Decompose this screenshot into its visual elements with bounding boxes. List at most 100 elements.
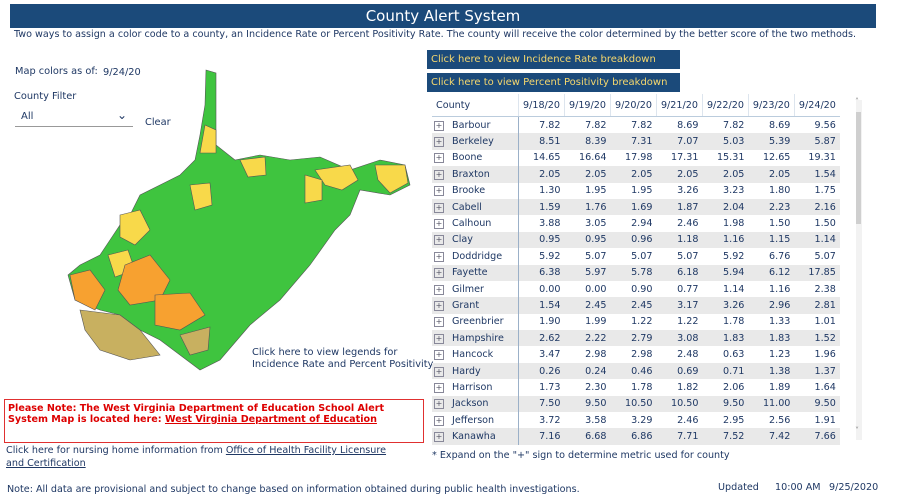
- expand-plus-icon[interactable]: +: [434, 186, 444, 197]
- value-cell: 2.79: [610, 330, 657, 347]
- county-cell: + Clay: [432, 231, 519, 249]
- expand-plus-icon[interactable]: +: [434, 219, 444, 230]
- column-header-county[interactable]: County: [432, 94, 519, 117]
- table-row: + Harrison 1.73 2.30 1.78 1.82 2.06 1.89 1.64: [432, 379, 840, 396]
- chevron-down-icon: ⌄: [116, 108, 127, 122]
- value-cell: 7.66: [794, 428, 840, 445]
- expand-plus-icon[interactable]: +: [434, 235, 444, 246]
- value-cell: 1.37: [794, 362, 840, 380]
- value-cell: 19.31: [808, 152, 836, 164]
- value-cell: 6.68: [564, 428, 611, 445]
- column-header-date[interactable]: 9/24/20: [793, 94, 840, 117]
- value-cell: 1.80: [769, 185, 791, 197]
- expand-plus-icon[interactable]: +: [434, 415, 444, 426]
- value-cell: 1.18: [656, 231, 703, 249]
- column-header-date[interactable]: 9/21/20: [655, 94, 703, 117]
- value-cell: 1.33: [769, 316, 791, 328]
- value-cell: 7.07: [656, 133, 703, 150]
- value-cell: 1.54: [794, 166, 840, 183]
- column-header-date[interactable]: 9/20/20: [609, 94, 657, 117]
- county-name: Calhoun: [452, 218, 492, 230]
- value-cell: 1.98: [723, 218, 745, 230]
- value-cell: 3.05: [585, 218, 607, 230]
- value-cell: 0.26: [518, 362, 565, 380]
- value-cell: 0.95: [564, 231, 611, 249]
- expand-plus-icon[interactable]: +: [434, 350, 444, 361]
- clear-button[interactable]: Clear: [145, 117, 171, 128]
- expand-plus-icon[interactable]: +: [434, 268, 444, 279]
- column-header-date[interactable]: 9/22/20: [701, 94, 749, 117]
- scroll-down-icon[interactable]: ˅: [855, 426, 859, 435]
- expand-plus-icon[interactable]: +: [434, 317, 444, 328]
- expand-plus-icon[interactable]: +: [434, 251, 444, 262]
- expand-plus-icon[interactable]: +: [434, 137, 444, 148]
- table-scrollbar[interactable]: [856, 100, 862, 440]
- county-map[interactable]: [60, 65, 420, 375]
- scroll-up-icon[interactable]: ˄: [855, 97, 859, 106]
- expand-plus-icon[interactable]: +: [434, 153, 444, 164]
- value-cell: 11.00: [748, 395, 795, 413]
- value-cell: 9.50: [702, 395, 749, 413]
- expand-plus-icon[interactable]: +: [434, 284, 444, 295]
- value-cell: 0.90: [631, 283, 653, 295]
- updated-time: 10:00 AM: [775, 482, 821, 493]
- county-name: Hardy: [452, 365, 481, 377]
- map-region-yellow: [189, 182, 213, 211]
- expand-plus-icon[interactable]: +: [434, 300, 444, 311]
- county-name: Hampshire: [452, 332, 504, 344]
- value-cell: 7.82: [631, 119, 653, 131]
- value-cell: 2.38: [814, 283, 836, 295]
- map-region-orange: [154, 292, 206, 331]
- expand-plus-icon[interactable]: +: [434, 399, 444, 410]
- value-cell: 0.63: [723, 349, 745, 361]
- expand-plus-icon[interactable]: +: [434, 333, 444, 344]
- county-filter-dropdown[interactable]: All ⌄: [15, 107, 133, 127]
- scrollbar-thumb[interactable]: [856, 112, 861, 224]
- value-cell: 3.17: [656, 297, 703, 314]
- value-cell: 10.50: [656, 395, 703, 413]
- column-header-date[interactable]: 9/19/20: [563, 94, 611, 117]
- value-cell: 7.82: [539, 119, 561, 131]
- value-cell: 8.51: [518, 133, 565, 150]
- value-cell: 0.00: [539, 283, 561, 295]
- doe-link[interactable]: West Virginia Department of Education: [164, 414, 377, 425]
- expand-plus-icon[interactable]: +: [434, 169, 444, 180]
- notice-text: Please Note: The West Virginia Departmen…: [8, 403, 385, 425]
- value-cell: 2.05: [702, 166, 749, 183]
- value-cell: 1.78: [631, 381, 653, 393]
- county-cell: + Harrison: [432, 379, 519, 396]
- county-name: Brooke: [452, 185, 486, 197]
- value-cell: 5.07: [677, 250, 699, 262]
- incidence-rate-button[interactable]: Click here to view Incidence Rate breakd…: [427, 50, 680, 69]
- value-cell: 0.77: [677, 283, 699, 295]
- value-cell: 1.73: [539, 381, 561, 393]
- percent-positivity-button[interactable]: Click here to view Percent Positivity br…: [427, 73, 680, 92]
- table-row: + Boone 14.65 16.64 17.98 17.31 15.31 12.65 19.3…: [432, 149, 840, 167]
- value-cell: 1.22: [631, 316, 653, 328]
- value-cell: 2.04: [702, 198, 749, 216]
- map-region-yellow: [199, 124, 217, 154]
- expand-plus-icon[interactable]: +: [434, 202, 444, 213]
- value-cell: 1.89: [769, 381, 791, 393]
- expand-plus-icon[interactable]: +: [434, 382, 444, 393]
- nursing-info: Click here for nursing home information …: [6, 444, 406, 470]
- expand-plus-icon[interactable]: +: [434, 432, 444, 443]
- value-cell: 2.45: [564, 297, 611, 314]
- value-cell: 0.95: [518, 231, 565, 249]
- value-cell: 8.69: [677, 119, 699, 131]
- value-cell: 1.01: [814, 316, 836, 328]
- column-header-date[interactable]: 9/23/20: [747, 94, 795, 117]
- map-region-gold: [79, 309, 161, 361]
- updated-date: 9/25/2020: [829, 482, 879, 493]
- county-cell: + Brooke: [432, 182, 519, 199]
- nursing-link[interactable]: Office of Health Facility Licensure and …: [6, 445, 387, 469]
- legend-link[interactable]: Click here to view legends for Incidence …: [252, 347, 433, 371]
- column-header-date[interactable]: 9/18/20: [518, 94, 565, 117]
- expand-plus-icon[interactable]: +: [434, 366, 444, 377]
- expand-plus-icon[interactable]: +: [434, 120, 444, 131]
- map-region-yellow: [239, 156, 267, 178]
- table-row: + Braxton 2.05 2.05 2.05 2.05 2.05 2.05 1.54: [432, 166, 840, 183]
- county-cell: + Braxton: [432, 166, 519, 183]
- value-cell: 2.46: [677, 218, 699, 230]
- table-row: + Calhoun 3.88 3.05 2.94 2.46 1.98 1.50 1.50: [432, 215, 840, 232]
